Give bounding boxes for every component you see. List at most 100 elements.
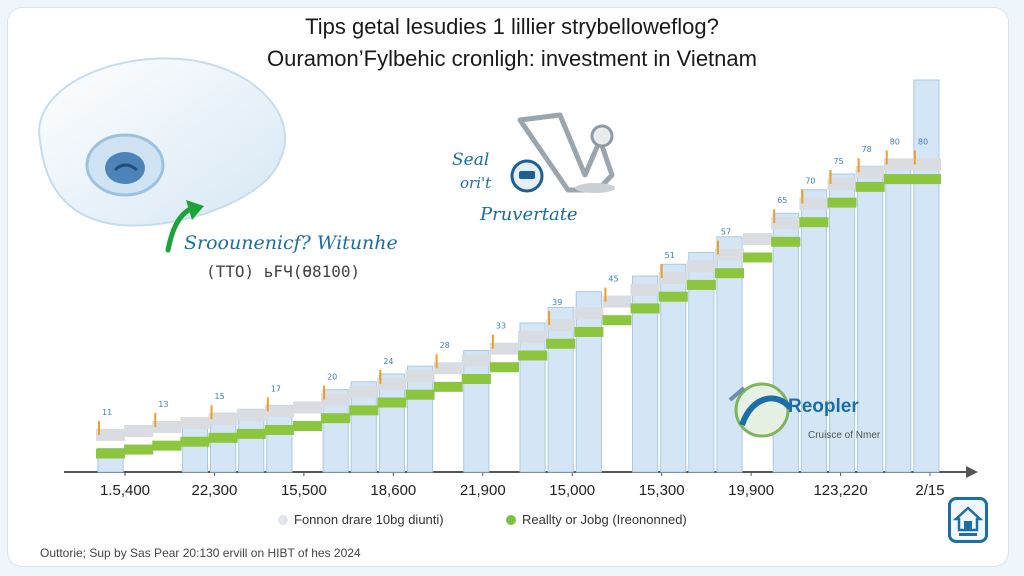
step-green <box>349 405 379 416</box>
bar <box>463 349 490 473</box>
data-point-label: 70 <box>805 177 815 186</box>
data-point-label: 45 <box>608 275 618 284</box>
step-gray <box>827 178 857 190</box>
series-gray-steps <box>96 158 941 441</box>
step-green <box>180 436 210 447</box>
annotation-left-main: Sroounenicf? Witunhe <box>184 232 398 254</box>
step-green <box>799 217 829 228</box>
orange-tick-marks: 11 13 15 17 20 24 28 33 39 45 51 57 65 70 75 78 80 80 <box>98 137 928 435</box>
step-gray <box>236 409 266 422</box>
data-point-label: 20 <box>327 373 337 382</box>
step-gray <box>686 260 716 273</box>
step-gray <box>714 248 745 261</box>
annotation-mid-2: ori't <box>460 174 492 192</box>
step-gray <box>799 197 829 210</box>
bar <box>575 291 602 473</box>
legend-swatch-green <box>506 514 516 525</box>
data-point-label: 51 <box>665 251 675 260</box>
step-green <box>602 315 632 326</box>
step-gray <box>264 405 294 418</box>
data-point-label: 13 <box>158 400 168 409</box>
step-green <box>855 181 885 192</box>
step-green <box>377 397 407 408</box>
x-tick-label: 15,300 <box>639 482 685 499</box>
pillow-illustration <box>38 57 286 227</box>
legend-item-series-1: Fonnon drare 10bg diunti) <box>278 512 444 527</box>
bar <box>378 373 405 473</box>
step-gray <box>574 307 604 320</box>
data-point-label: 15 <box>215 392 225 401</box>
step-gray <box>771 217 801 230</box>
brand-tagline: Cruisce of Nmer <box>808 430 881 441</box>
bar <box>406 365 434 473</box>
data-point-label: 78 <box>862 145 872 154</box>
annotation-left-sub: (TTO) ьFЧ(Ѳ8100) <box>206 262 361 281</box>
x-tick-label: 2/15 <box>915 482 944 499</box>
x-tick-label: 22,300 <box>191 482 237 499</box>
home-icon[interactable] <box>948 497 988 543</box>
step-gray <box>292 401 323 414</box>
step-green <box>883 174 913 185</box>
source-note: Outtorie; Sup by Sas Pear 20:130 ervill … <box>40 546 361 560</box>
bar <box>800 189 827 473</box>
step-gray <box>602 295 632 308</box>
bar <box>885 165 912 473</box>
step-gray <box>405 370 435 383</box>
legend-item-series-2: Reallty or Jobg (Ireononned) <box>506 512 687 527</box>
x-tick-label: 1.5,400 <box>100 482 150 499</box>
x-tick-label: 19,900 <box>728 482 774 499</box>
data-point-label: 57 <box>721 228 731 237</box>
step-gray <box>883 158 913 171</box>
bar <box>913 79 940 473</box>
step-green <box>321 413 351 424</box>
step-green <box>911 174 941 185</box>
chart-title-line1: Tips getal lesudies 1 lillier strybellow… <box>305 14 719 39</box>
bar <box>857 165 884 473</box>
step-green <box>461 374 491 384</box>
legend-label-series-1: Fonnon drare 10bg diunti) <box>294 512 444 527</box>
step-green <box>686 279 716 290</box>
x-tick-label: 123,220 <box>813 482 867 499</box>
data-point-label: 39 <box>552 298 562 307</box>
step-green <box>827 197 857 208</box>
step-gray <box>96 428 126 441</box>
step-green <box>124 444 154 455</box>
step-green <box>489 362 519 373</box>
bar <box>772 212 799 473</box>
data-point-label: 75 <box>833 157 843 166</box>
step-gray <box>377 377 407 390</box>
data-point-label: 80 <box>890 137 900 146</box>
step-gray <box>658 272 688 285</box>
step-gray <box>349 385 379 398</box>
step-gray <box>461 354 491 367</box>
legend-label-series-2: Reallty or Jobg (Ireononned) <box>522 512 687 527</box>
legend-swatch-gray <box>278 514 288 525</box>
step-gray <box>321 393 351 406</box>
step-green <box>152 440 182 451</box>
step-gray <box>489 342 519 355</box>
data-point-label: 11 <box>102 408 112 417</box>
data-point-label: 80 <box>918 137 928 146</box>
step-green <box>658 291 688 302</box>
step-gray <box>546 319 576 332</box>
step-gray <box>433 362 463 375</box>
brand-name: Reopler <box>788 396 859 417</box>
step-green <box>771 236 801 247</box>
step-green <box>264 424 294 435</box>
step-green <box>405 389 435 400</box>
annotation-mid-1: Seal <box>452 150 490 170</box>
step-green <box>236 428 266 439</box>
data-point-label: 33 <box>496 322 506 331</box>
data-point-label: 17 <box>271 384 281 393</box>
step-gray <box>911 158 941 171</box>
step-gray <box>180 417 210 430</box>
x-tick-label-group: 1.5,400 22,300 15,500 18,600 21,900 15,000 15,… <box>100 482 945 499</box>
x-tick-label: 18,600 <box>370 482 416 499</box>
x-axis-tick-group <box>124 472 931 476</box>
step-green <box>96 448 126 459</box>
bar <box>547 306 574 473</box>
green-arrow-icon <box>165 200 204 253</box>
data-point-label: 24 <box>383 357 393 366</box>
step-gray <box>855 166 885 179</box>
